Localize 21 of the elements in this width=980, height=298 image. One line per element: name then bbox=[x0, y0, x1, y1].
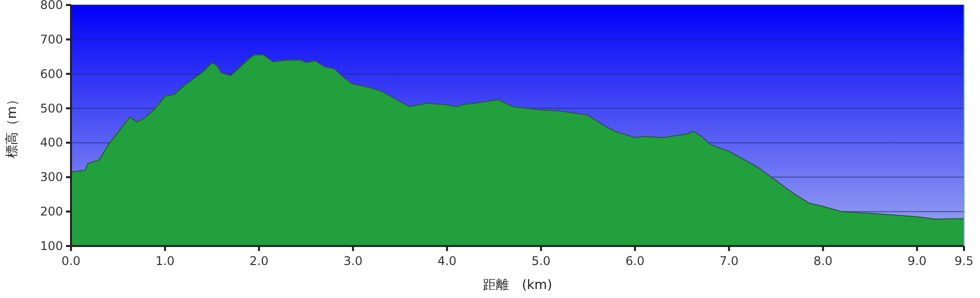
y-tick-label: 500 bbox=[40, 101, 63, 116]
y-axis-title: 標高（m） bbox=[4, 93, 20, 158]
y-tick-label: 400 bbox=[40, 136, 63, 150]
y-tick-label: 300 bbox=[40, 170, 63, 184]
x-tick-label: 5.0 bbox=[531, 254, 551, 268]
y-tick-label: 600 bbox=[40, 66, 63, 81]
x-tick-label: 6.0 bbox=[625, 254, 645, 268]
y-tick-label: 100 bbox=[40, 239, 63, 253]
x-tick-label: 3.0 bbox=[343, 254, 363, 268]
y-tick-label: 700 bbox=[40, 32, 63, 46]
x-tick-label: 2.0 bbox=[249, 254, 269, 268]
x-tick-label: 1.0 bbox=[155, 254, 175, 268]
x-tick-label: 9.0 bbox=[907, 254, 927, 268]
x-tick-label: 0.0 bbox=[61, 254, 81, 268]
y-tick-label: 200 bbox=[40, 204, 63, 219]
x-axis-title: 距離 (km) bbox=[482, 278, 552, 293]
y-tick-label: 800 bbox=[40, 0, 63, 12]
x-tick-label: 8.0 bbox=[813, 254, 833, 268]
x-tick-label: 9.5 bbox=[954, 254, 974, 268]
x-tick-label: 4.0 bbox=[437, 254, 457, 268]
x-tick-label: 7.0 bbox=[719, 254, 739, 268]
